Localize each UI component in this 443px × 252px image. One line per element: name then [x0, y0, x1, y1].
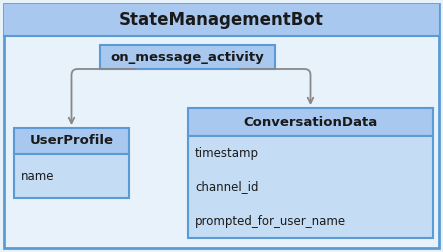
- Text: StateManagementBot: StateManagementBot: [119, 11, 324, 29]
- FancyBboxPatch shape: [4, 4, 439, 36]
- FancyBboxPatch shape: [4, 4, 439, 248]
- FancyBboxPatch shape: [100, 45, 275, 69]
- Text: name: name: [21, 170, 54, 182]
- Text: timestamp: timestamp: [195, 146, 259, 160]
- FancyBboxPatch shape: [14, 154, 129, 198]
- Text: UserProfile: UserProfile: [30, 135, 113, 147]
- FancyBboxPatch shape: [188, 108, 433, 136]
- Text: prompted_for_user_name: prompted_for_user_name: [195, 214, 346, 228]
- Text: on_message_activity: on_message_activity: [111, 50, 264, 64]
- Text: ConversationData: ConversationData: [243, 115, 377, 129]
- FancyBboxPatch shape: [14, 128, 129, 154]
- Text: channel_id: channel_id: [195, 180, 259, 194]
- FancyBboxPatch shape: [188, 136, 433, 238]
